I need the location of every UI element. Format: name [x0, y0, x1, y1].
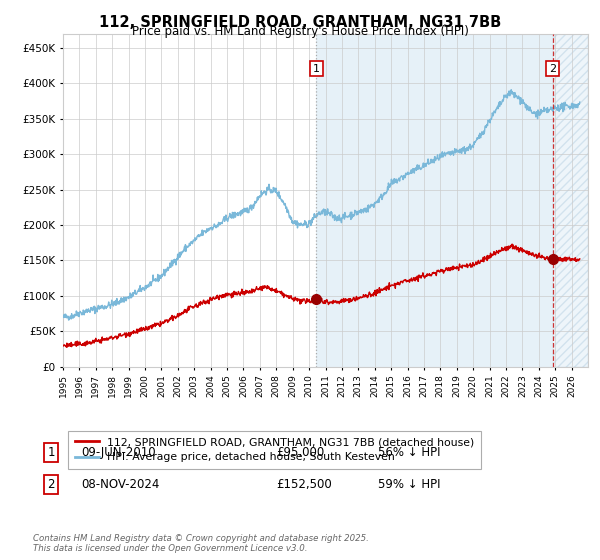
Text: 2: 2 — [549, 64, 556, 73]
Text: 1: 1 — [47, 446, 55, 459]
Text: 09-JUN-2010: 09-JUN-2010 — [81, 446, 155, 459]
Text: £152,500: £152,500 — [276, 478, 332, 491]
Text: Price paid vs. HM Land Registry's House Price Index (HPI): Price paid vs. HM Land Registry's House … — [131, 25, 469, 38]
Text: 56% ↓ HPI: 56% ↓ HPI — [378, 446, 440, 459]
Text: 1: 1 — [313, 64, 320, 73]
Text: 112, SPRINGFIELD ROAD, GRANTHAM, NG31 7BB: 112, SPRINGFIELD ROAD, GRANTHAM, NG31 7B… — [99, 15, 501, 30]
Text: 08-NOV-2024: 08-NOV-2024 — [81, 478, 160, 491]
Bar — [316, 34, 553, 367]
Text: £95,000: £95,000 — [276, 446, 324, 459]
Bar — [553, 34, 588, 367]
Text: Contains HM Land Registry data © Crown copyright and database right 2025.
This d: Contains HM Land Registry data © Crown c… — [33, 534, 369, 553]
Text: 59% ↓ HPI: 59% ↓ HPI — [378, 478, 440, 491]
Legend: 112, SPRINGFIELD ROAD, GRANTHAM, NG31 7BB (detached house), HPI: Average price, : 112, SPRINGFIELD ROAD, GRANTHAM, NG31 7B… — [68, 431, 481, 469]
Text: 2: 2 — [47, 478, 55, 491]
